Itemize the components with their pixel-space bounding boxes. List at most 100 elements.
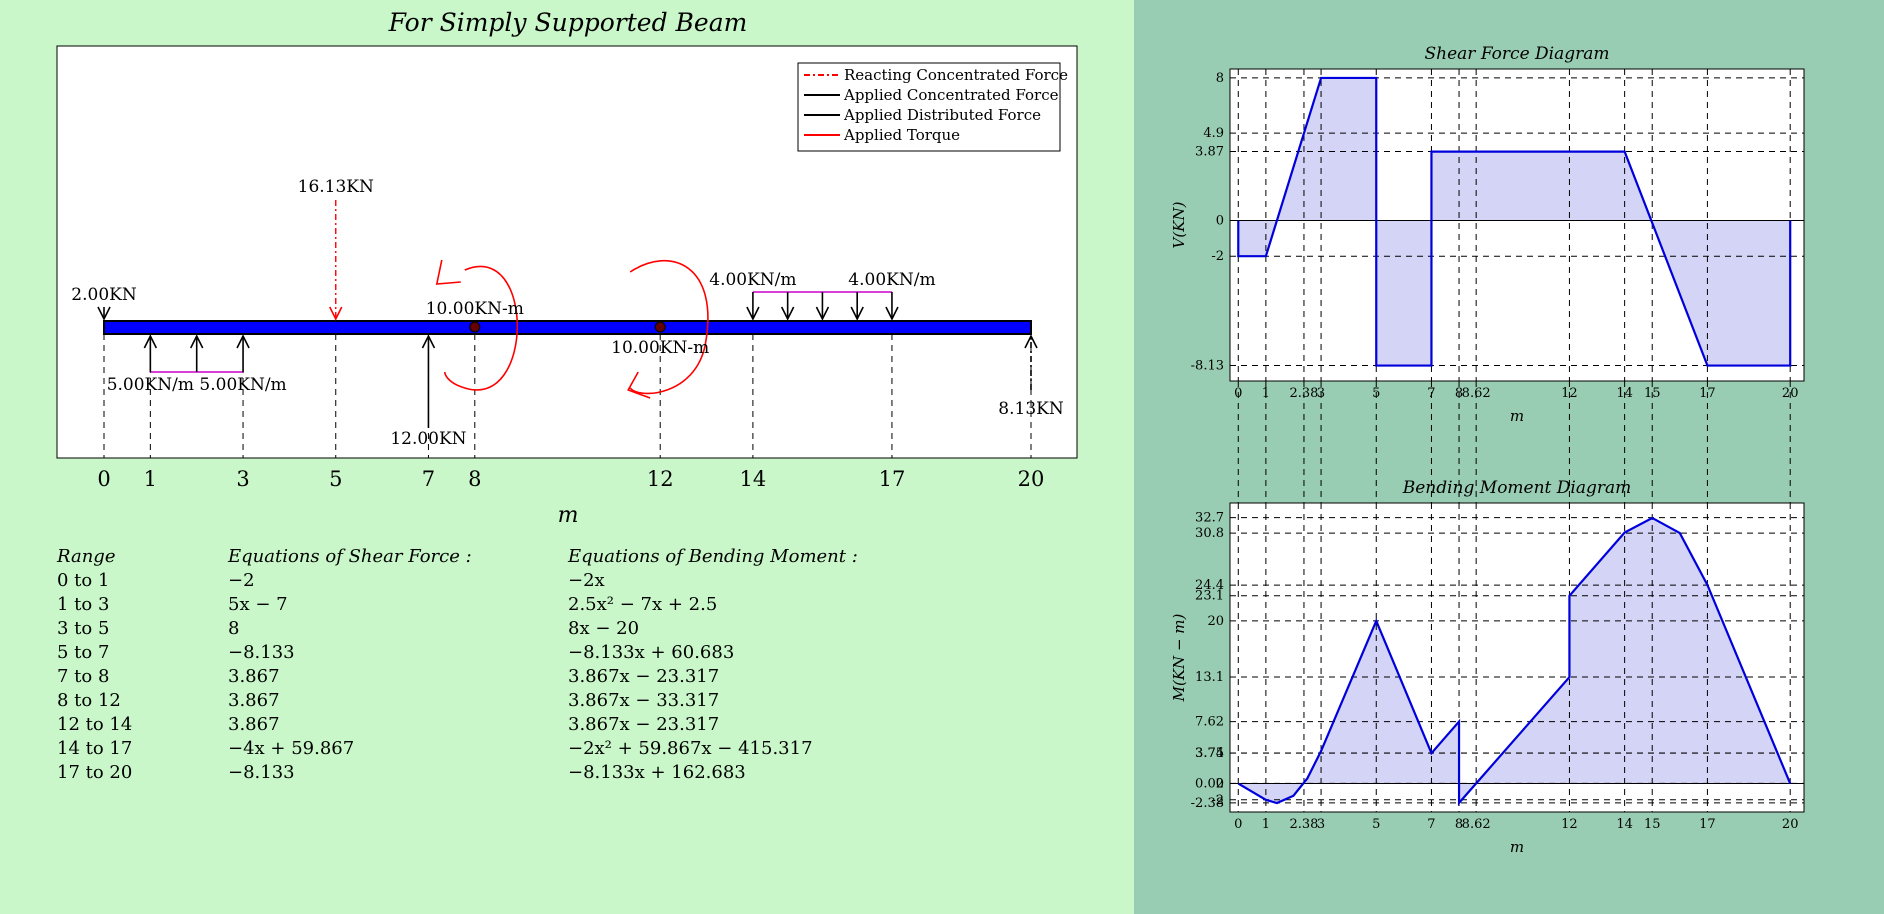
bmd-ytick-label: 7.62	[1195, 715, 1224, 730]
arrow-head	[236, 334, 250, 349]
legend-entry: Applied Distributed Force	[843, 106, 1041, 124]
sfd-xlabel: m	[1510, 407, 1524, 425]
sfd-xtick-label: 14	[1616, 386, 1633, 401]
diagrams-svg: 0 1 2.383 5 7 88.62 12 14 15 17 20-8.13-203.874.98…	[1170, 44, 1805, 856]
eq-range: 12 to 14	[57, 714, 132, 735]
arrow-head	[815, 306, 830, 321]
bmd-ytick-label: 0.02	[1195, 776, 1224, 791]
eq-header-moment: Equations of Bending Moment :	[567, 546, 858, 567]
beam-tick-label: 8	[468, 467, 481, 491]
distributed-load-1: 4.00KN/m 4.00KN/m	[709, 270, 936, 321]
eq-moment: 2.5x² − 7x + 2.5	[568, 594, 717, 615]
bmd-xtick-label: 0	[1234, 817, 1242, 832]
bmd-xtick-label: 7	[1427, 817, 1435, 832]
eq-range: 14 to 17	[57, 738, 132, 759]
eq-range: 0 to 1	[57, 570, 109, 591]
point-load-label: 16.13KN	[298, 177, 374, 197]
sfd-ytick-label: -8.13	[1191, 358, 1224, 373]
eq-moment: 3.867x − 23.317	[568, 714, 719, 735]
bmd-ytick-label: 30.8	[1195, 526, 1224, 541]
sfd-title: Shear Force Diagram	[1425, 44, 1610, 64]
bmd-ytick-label: 32.7	[1195, 511, 1224, 526]
bending-moment-chart: 0 1 2.383 5 7 88.62 12 14 15 17 20-2.38-200.023.74…	[1170, 478, 1805, 856]
eq-range: 3 to 5	[57, 618, 109, 639]
eq-moment: 3.867x − 33.317	[568, 690, 719, 711]
sfd-xtick-label: 2.38	[1289, 386, 1318, 401]
legend-entry: Reacting Concentrated Force	[844, 66, 1068, 84]
bmd-xtick-label: 1	[1262, 817, 1270, 832]
sfd-xtick-label: 12	[1561, 386, 1578, 401]
eq-moment: −8.133x + 60.683	[568, 642, 734, 663]
bmd-xtick-label: 20	[1782, 817, 1799, 832]
eq-range: 1 to 3	[57, 594, 109, 615]
shear-force-chart: 0 1 2.383 5 7 88.62 12 14 15 17 20-8.13-203.874.98…	[1170, 44, 1805, 425]
sfd-xtick-label: 8	[1455, 386, 1463, 401]
distributed-load-label: 4.00KN/m	[848, 270, 935, 290]
eq-header-shear: Equations of Shear Force :	[227, 546, 472, 567]
chart-connectors	[1237, 381, 1791, 503]
beam-layer: 0 1 3 5 7 8 12 14 17 20 2.00KN 16.13KN 12.00KN 8.13KN…	[71, 177, 1064, 491]
eq-header-range: Range	[56, 546, 115, 567]
diagrams-panel: 0 1 2.38 3 5 7 8 8.62 12 14 15 17 20 -8.13 -2 0 3.87 4.9 8…	[1134, 0, 1884, 914]
beam-title: For Simply Supported Beam	[388, 8, 748, 37]
beam-tick-label: 0	[97, 467, 110, 491]
bmd-ytick-label: 3.75	[1195, 746, 1224, 761]
eq-moment: 3.867x − 23.317	[568, 666, 719, 687]
eq-shear: −8.133	[228, 642, 295, 663]
arrow-head	[189, 334, 204, 349]
beam-panel: For Simply Supported Beam 0 1 3 5 7 8 12 14 17 20…	[0, 0, 1134, 914]
arrow-head	[885, 306, 899, 321]
point-load-label: 8.13KN	[998, 399, 1064, 419]
eq-range: 17 to 20	[57, 762, 132, 783]
legend-entry: Applied Concentrated Force	[843, 86, 1059, 104]
arrow-head	[143, 334, 158, 349]
bmd-ytick-label: -2	[1211, 793, 1224, 808]
arrow-head	[421, 334, 436, 349]
sfd-xtick-label: 0	[1234, 386, 1242, 401]
distributed-load-label: 4.00KN/m	[709, 270, 796, 290]
distributed-load-label: 5.00KN/m	[199, 375, 286, 395]
eq-shear: −4x + 59.867	[228, 738, 354, 759]
beam-xlabel: m	[558, 503, 579, 528]
sfd-xtick-label: 8.62	[1462, 386, 1491, 401]
beam-tick-label: 7	[422, 467, 435, 491]
sfd-xtick-label: 5	[1372, 386, 1380, 401]
arrow-head	[780, 306, 795, 321]
bmd-ytick-label: 24.4	[1195, 578, 1224, 593]
bmd-ytick-label: 23.1	[1195, 589, 1224, 604]
bmd-xtick-label: 8	[1455, 817, 1463, 832]
bmd-xlabel: m	[1510, 838, 1524, 856]
point-load-label: 2.00KN	[71, 285, 137, 305]
sfd-xtick-label: 17	[1699, 386, 1716, 401]
eq-moment: 8x − 20	[568, 618, 639, 639]
sfd-ytick-label: 0	[1216, 214, 1224, 229]
beam-tick-label: 3	[236, 467, 249, 491]
arrow-head	[746, 306, 760, 321]
bmd-ytick-label: 20	[1207, 614, 1224, 629]
beam-diagram: For Simply Supported Beam 0 1 3 5 7 8 12 14 17 20…	[56, 8, 1078, 783]
point-load-20: 8.13KN	[998, 334, 1064, 419]
distributed-load-label: 5.00KN/m	[107, 375, 194, 395]
eq-shear: 3.867	[228, 690, 280, 711]
bmd-xtick-label: 5	[1372, 817, 1380, 832]
sfd-ytick-label: -2	[1211, 249, 1224, 264]
bmd-ytick-label: -2.38	[1191, 796, 1224, 811]
sfd-xtick-label: 7	[1427, 386, 1435, 401]
beam-tick-label: 1	[144, 467, 157, 491]
beam-tick-label: 20	[1018, 467, 1045, 491]
point-load-5: 16.13KN	[298, 177, 374, 321]
equations-table: Range Equations of Shear Force : Equations…	[56, 546, 858, 783]
sfd-xtick-label: 1	[1262, 386, 1270, 401]
bmd-ytick-label: 0	[1216, 777, 1224, 792]
beam-bar	[103, 320, 1032, 335]
point-load-7: 12.00KN	[390, 334, 467, 449]
sfd-ytick-label: 3.87	[1195, 145, 1224, 160]
bmd-series-line	[1237, 516, 1792, 806]
bmd-ytick-label: 3.74	[1195, 746, 1224, 761]
beam-tick-label: 14	[740, 467, 767, 491]
eq-moment: −8.133x + 162.683	[568, 762, 746, 783]
arrow-head	[1024, 334, 1038, 349]
eq-shear: −2	[228, 570, 255, 591]
sfd-series-line	[1237, 76, 1792, 367]
bmd-ylabel: M(KN − m)	[1170, 613, 1188, 702]
